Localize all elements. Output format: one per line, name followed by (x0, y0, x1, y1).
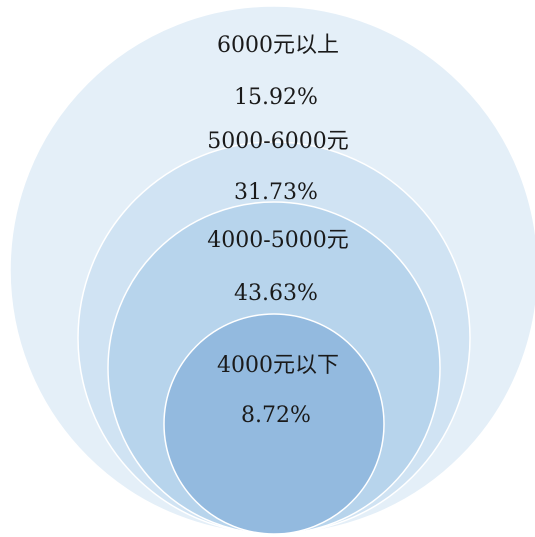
category-label-1: 5000-6000元 (207, 129, 348, 154)
category-label-3: 4000元以下 (217, 353, 339, 378)
value-label-3: 8.72% (241, 403, 311, 428)
value-label-0: 15.92% (234, 85, 318, 110)
category-label-2: 4000-5000元 (207, 228, 348, 253)
value-label-2: 43.63% (234, 281, 318, 306)
category-label-0: 6000元以上 (217, 33, 339, 58)
value-label-1: 31.73% (234, 180, 318, 205)
ring-3 (163, 313, 385, 535)
